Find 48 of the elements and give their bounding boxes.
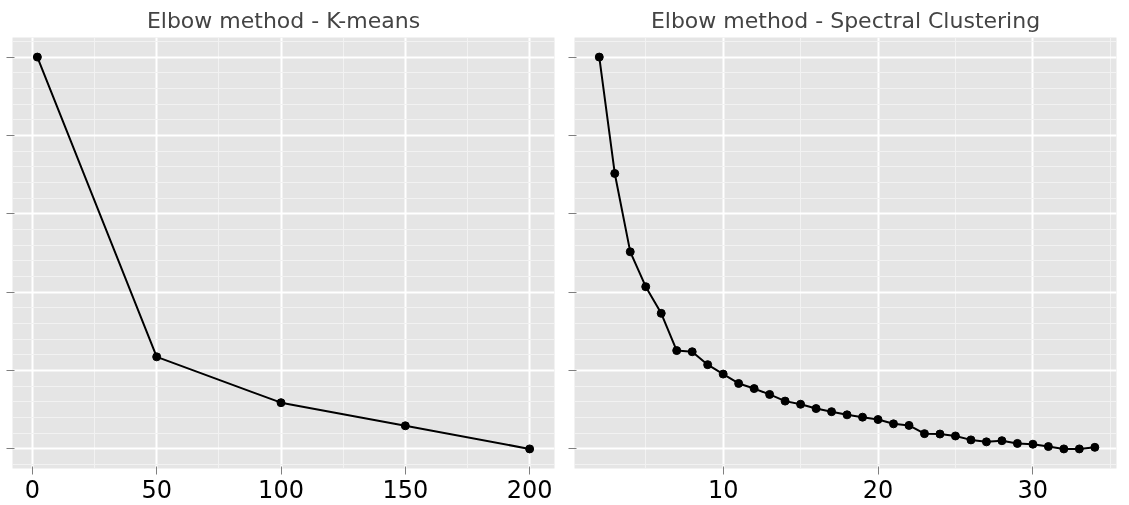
point: [765, 389, 775, 399]
point: [796, 399, 806, 409]
point: [997, 436, 1007, 446]
chart-title: Elbow method - Spectral Clustering: [650, 7, 1041, 33]
point: [734, 378, 744, 388]
point: [842, 410, 852, 420]
point: [904, 420, 914, 430]
point: [687, 347, 697, 357]
point: [703, 360, 713, 370]
point: [152, 352, 162, 362]
x-tick-label: 150: [382, 475, 429, 504]
point: [625, 247, 635, 257]
point: [935, 429, 945, 439]
chart-title: Elbow method - K-means: [146, 7, 421, 33]
point: [811, 404, 821, 414]
point: [1028, 439, 1038, 449]
point: [1012, 438, 1022, 448]
point: [400, 421, 410, 431]
point: [1059, 444, 1069, 454]
x-tick-label: 30: [1017, 475, 1049, 504]
x-tick-label: 10: [707, 475, 739, 504]
point: [594, 52, 604, 62]
point: [950, 431, 960, 441]
point: [858, 412, 868, 422]
point: [919, 429, 929, 439]
point: [889, 419, 899, 429]
point: [1074, 444, 1084, 454]
point: [749, 384, 759, 394]
point: [1090, 442, 1100, 452]
point: [610, 168, 620, 178]
point: [780, 396, 790, 406]
point: [966, 435, 976, 445]
point: [672, 346, 682, 356]
point: [641, 282, 651, 292]
point: [827, 407, 837, 417]
point: [656, 308, 666, 318]
x-tick-label: 0: [24, 475, 41, 504]
x-tick-label: 100: [258, 475, 304, 504]
point: [1043, 442, 1053, 452]
point: [718, 369, 728, 379]
point: [525, 444, 535, 454]
x-tick-label: 20: [862, 475, 894, 504]
x-tick-label: 200: [506, 475, 553, 504]
x-tick-label: 50: [141, 475, 172, 504]
point: [276, 398, 286, 408]
point: [873, 415, 883, 425]
point: [981, 437, 991, 447]
point: [32, 52, 42, 62]
